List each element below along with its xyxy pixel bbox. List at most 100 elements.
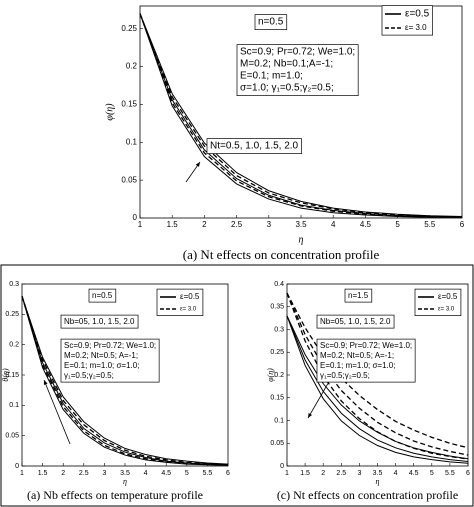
arrow bbox=[43, 379, 71, 445]
plot-area bbox=[139, 5, 463, 219]
x-tick-label: 5 bbox=[430, 470, 434, 477]
arrow-head bbox=[308, 413, 312, 418]
y-tick-label: 0.1 bbox=[126, 137, 138, 146]
x-tick-label: 5 bbox=[395, 220, 400, 229]
annotation: Sc=0.9; Pr=0.72; We=1.0;M=0.2; Nt=0.5; A… bbox=[60, 338, 160, 383]
legend-label: ε=0.5 bbox=[438, 292, 458, 301]
y-tick-label: 0.35 bbox=[270, 304, 284, 311]
caption: (a) Nb effects on temperature profile bbox=[27, 488, 203, 502]
x-tick-label: 3 bbox=[102, 470, 106, 477]
arrow-head bbox=[195, 162, 200, 167]
line-series bbox=[139, 13, 463, 217]
y-tick-label: 0.25 bbox=[5, 311, 19, 318]
annotation-text: Sc=0.9; Pr=0.72; We=1.0; bbox=[64, 341, 156, 350]
annotation-box bbox=[316, 314, 395, 329]
x-tick-label: 4 bbox=[394, 470, 398, 477]
y-tick-label: 0 bbox=[133, 213, 138, 222]
annotation-box bbox=[206, 138, 302, 154]
annotation: Nb=05, 1.0, 1.5, 2.0 bbox=[316, 314, 395, 329]
annotation-text: γ₁=0.5;γ₂=0.5; bbox=[320, 371, 370, 380]
legend-label: ε=0.5 bbox=[405, 9, 430, 20]
annotation-text: Sc=0.9; Pr=0.72; We=1.0; bbox=[240, 47, 355, 58]
x-tick-label: 3.5 bbox=[120, 470, 130, 477]
annotation-box bbox=[88, 288, 117, 303]
x-tick-label: 2.5 bbox=[336, 470, 346, 477]
y-tick-label: 0.15 bbox=[121, 100, 137, 109]
x-tick-label: 6 bbox=[460, 220, 465, 229]
x-tick-label: 2 bbox=[321, 470, 325, 477]
x-tick-label: 4 bbox=[331, 220, 336, 229]
legend-label: ε= 3.0 bbox=[180, 307, 197, 313]
annotation-text: σ=1.0; γ₁=0.5;γ₂=0.5; bbox=[240, 83, 334, 94]
annotation-box bbox=[60, 338, 160, 383]
line-series bbox=[286, 292, 469, 456]
annotation: Sc=0.9; Pr=0.72; We=1.0;M=0.2; Nb=0.1;A=… bbox=[236, 44, 359, 96]
y-tick-label: 0.3 bbox=[274, 326, 284, 333]
x-tick-label: 4.5 bbox=[161, 470, 171, 477]
line-series bbox=[286, 315, 469, 464]
x-tick-label: 5.5 bbox=[424, 220, 436, 229]
annotation-text: E=0.1; m=1.0; bbox=[240, 71, 303, 82]
annotation-text: γ₁=0.5;γ₂=0.5; bbox=[64, 371, 114, 380]
x-tick-label: 3.5 bbox=[373, 470, 383, 477]
y-tick-label: 0.2 bbox=[9, 342, 19, 349]
annotation-text: n=0.5 bbox=[258, 17, 284, 28]
line-series bbox=[21, 295, 229, 466]
legend-label: ε= 3.0 bbox=[405, 23, 427, 32]
x-tick-label: 5.5 bbox=[445, 470, 455, 477]
line-series bbox=[286, 292, 469, 449]
y-tick-label: 0.4 bbox=[274, 281, 284, 288]
arrow-head bbox=[43, 380, 48, 385]
annotation: Nt=0.5, 1.0, 1.5, 2.0 bbox=[206, 138, 302, 154]
y-tick-label: 0.25 bbox=[270, 349, 284, 356]
annotation: Sc=0.9; Pr=0.72; We=1.0;M=0.2; Nt=0.5; A… bbox=[316, 338, 416, 383]
annotation-box bbox=[344, 288, 373, 303]
x-tick-label: 1 bbox=[285, 470, 289, 477]
x-tick-label: 3.5 bbox=[295, 220, 307, 229]
annotation-text: Nb=05, 1.0, 1.5, 2.0 bbox=[320, 317, 391, 326]
y-tick-label: 0.3 bbox=[9, 281, 19, 288]
x-tick-label: 4 bbox=[144, 470, 148, 477]
annotation-text: Nb=05, 1.0, 1.5, 2.0 bbox=[64, 317, 135, 326]
x-axis-label: η bbox=[376, 477, 380, 486]
y-tick-label: 0.2 bbox=[274, 372, 284, 379]
arrow bbox=[307, 379, 331, 419]
x-axis-label: η bbox=[123, 477, 127, 486]
x-tick-label: 3 bbox=[267, 220, 272, 229]
caption: (c) Nt effects on concentration profile bbox=[277, 488, 458, 502]
annotation-text: Nt=0.5, 1.0, 1.5, 2.0 bbox=[210, 141, 299, 152]
annotation: n=0.5 bbox=[88, 288, 117, 303]
x-tick-label: 6 bbox=[226, 470, 230, 477]
annotation-text: E=0.1; m=1.0; σ=1.0; bbox=[64, 361, 139, 370]
y-tick-label: 0.15 bbox=[270, 395, 284, 402]
annotation-text: M=0.2; Nt=0.5; A=-1; bbox=[64, 351, 138, 360]
y-tick-label: 0.15 bbox=[5, 372, 19, 379]
annotation-box bbox=[254, 14, 288, 30]
x-tick-label: 2.5 bbox=[231, 220, 243, 229]
x-tick-label: 1 bbox=[20, 470, 24, 477]
y-tick-label: 0 bbox=[280, 463, 284, 470]
y-axis-label: θ(η) bbox=[1, 368, 10, 382]
legend-box bbox=[156, 288, 204, 316]
x-tick-label: 1 bbox=[138, 220, 143, 229]
annotation-box bbox=[60, 314, 139, 329]
annotation: n=1.5 bbox=[344, 288, 373, 303]
x-tick-label: 1.5 bbox=[38, 470, 48, 477]
x-tick-label: 1.5 bbox=[300, 470, 310, 477]
x-tick-label: 5.5 bbox=[203, 470, 213, 477]
x-tick-label: 2.5 bbox=[79, 470, 89, 477]
legend: ε=0.5 ε= 3.0 bbox=[381, 5, 433, 36]
x-tick-label: 2 bbox=[61, 470, 65, 477]
y-axis-label: φ(η) bbox=[104, 103, 115, 121]
line-series bbox=[21, 295, 229, 465]
annotation-text: Sc=0.9; Pr=0.72; We=1.0; bbox=[320, 341, 412, 350]
line-series bbox=[139, 13, 463, 218]
x-tick-label: 6 bbox=[466, 470, 470, 477]
legend-label: ε= 3.0 bbox=[438, 307, 455, 313]
y-tick-label: 0.2 bbox=[126, 62, 138, 71]
annotation-text: E=0.1; m=1.0; σ=1.0; bbox=[320, 361, 395, 370]
line-series bbox=[286, 292, 469, 460]
x-tick-label: 1.5 bbox=[167, 220, 179, 229]
y-tick-label: 0.1 bbox=[9, 402, 19, 409]
